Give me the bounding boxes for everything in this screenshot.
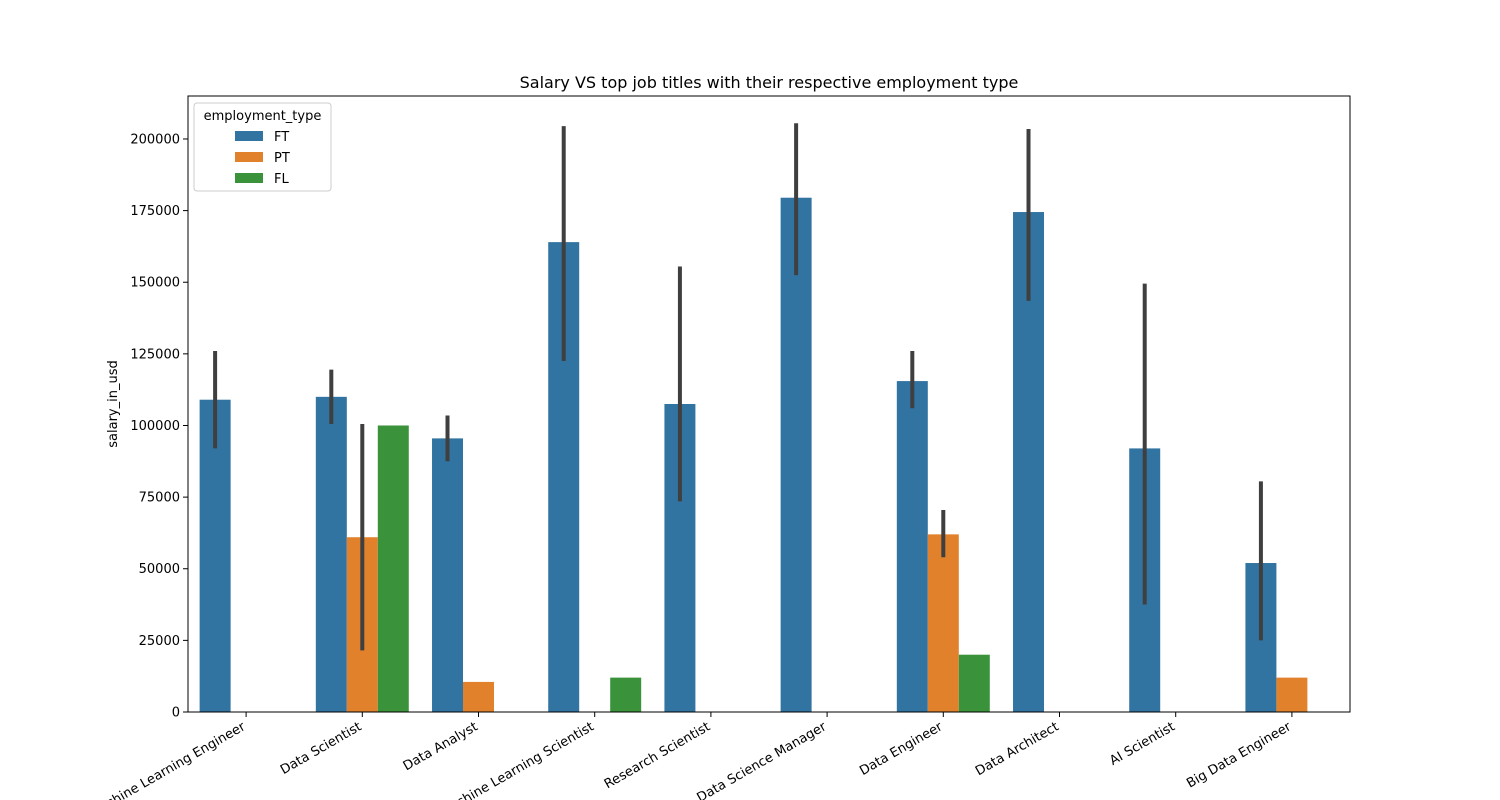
x-tick-label: Data Architect <box>973 719 1061 779</box>
bar-ft-2 <box>432 438 464 712</box>
legend-label-fl: FL <box>274 172 289 187</box>
y-tick-label: 125000 <box>130 347 180 362</box>
bar-pt-9 <box>1276 677 1308 712</box>
bar-pt-6 <box>927 534 959 712</box>
y-tick-label: 0 <box>172 706 180 721</box>
x-tick-label: Research Scientist <box>602 719 713 792</box>
x-tick-label: Big Data Engineer <box>1184 719 1294 791</box>
bar-ft-0 <box>199 399 231 712</box>
y-tick-label: 200000 <box>130 132 180 147</box>
bars-layer <box>199 197 1308 713</box>
y-tick-label: 150000 <box>130 276 180 291</box>
y-tick-label: 25000 <box>139 634 180 649</box>
x-tick-label: Data Science Manager <box>695 719 830 800</box>
legend-label-pt: PT <box>274 151 290 166</box>
legend-title: employment_type <box>204 109 322 124</box>
bar-fl-1 <box>377 425 409 712</box>
y-tick-label: 175000 <box>130 204 180 219</box>
y-axis-label: salary_in_usd <box>106 360 121 447</box>
bar-fl-6 <box>958 654 990 712</box>
x-tick-label: AI Scientist <box>1107 719 1177 768</box>
legend-label-ft: FT <box>274 130 289 145</box>
legend-swatch-fl <box>235 173 263 183</box>
bar-ft-5 <box>780 197 812 713</box>
chart-title: Salary VS top job titles with their resp… <box>520 73 1019 92</box>
x-tick-label: Machine Learning Engineer <box>87 719 248 800</box>
x-tick-label: Data Engineer <box>857 719 946 779</box>
legend: employment_type FT PT FL <box>193 102 332 192</box>
x-tick-label: Data Scientist <box>278 719 364 777</box>
error-bars-layer <box>213 123 1263 651</box>
x-tick-label: Data Analyst <box>401 719 481 774</box>
y-axis-ticks: 0 25000 50000 75000 100000 125000 150000 175000… <box>130 132 188 721</box>
axes-frame <box>187 95 1351 713</box>
legend-box <box>193 102 332 192</box>
bar-pt-2 <box>463 681 494 712</box>
legend-swatch-ft <box>235 131 263 141</box>
x-axis-ticks: Machine Learning Engineer Data Scientist D… <box>87 712 1294 800</box>
legend-swatch-pt <box>235 152 263 162</box>
y-tick-label: 75000 <box>139 491 180 506</box>
bar-fl-3 <box>610 677 642 712</box>
bar-ft-6 <box>896 381 928 712</box>
y-tick-label: 100000 <box>130 419 180 434</box>
bar-ft-1 <box>315 396 347 712</box>
y-tick-label: 50000 <box>139 562 180 577</box>
